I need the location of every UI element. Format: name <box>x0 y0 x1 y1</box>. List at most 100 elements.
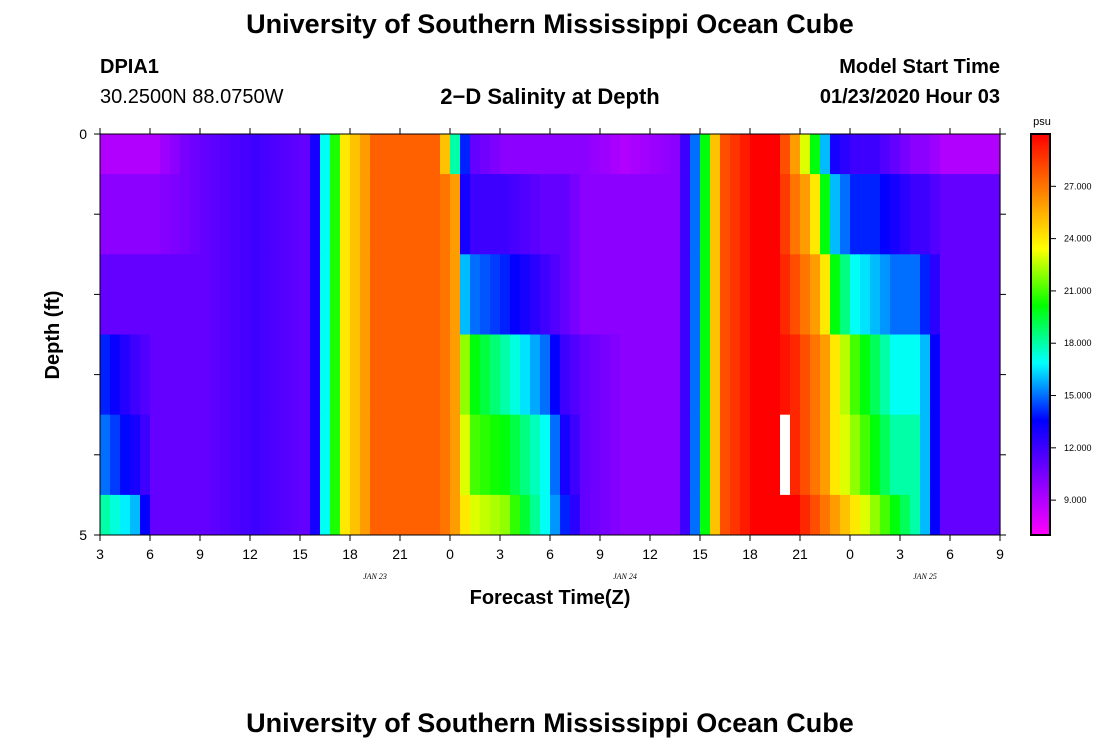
heatmap-cell <box>770 134 781 175</box>
heatmap-cell <box>840 414 851 496</box>
heatmap-cell <box>820 494 831 536</box>
x-tick-label: 0 <box>446 546 454 562</box>
heatmap-cell <box>530 134 541 175</box>
heatmap-cell <box>520 254 531 335</box>
heatmap-cell <box>170 414 181 496</box>
heatmap-cell <box>200 174 211 255</box>
heatmap-cell <box>750 134 761 175</box>
heatmap-cell <box>410 174 421 255</box>
heatmap-cell <box>920 334 931 416</box>
heatmap-cell <box>400 494 411 536</box>
heatmap-cell <box>940 414 951 496</box>
heatmap-cell <box>680 414 691 496</box>
heatmap-cell <box>760 494 771 536</box>
x-tick-label: 3 <box>96 546 104 562</box>
heatmap-cell <box>100 334 111 416</box>
heatmap-cell <box>100 254 111 335</box>
heatmap-cell <box>890 414 901 496</box>
heatmap-cell <box>830 334 841 416</box>
heatmap-cell <box>790 334 801 416</box>
heatmap-cell <box>400 134 411 175</box>
heatmap-cell <box>200 494 211 536</box>
heatmap-cell <box>130 414 141 496</box>
heatmap-cell <box>260 134 271 175</box>
heatmap-cell <box>930 134 941 175</box>
heatmap-cell <box>940 134 951 175</box>
heatmap-cell <box>600 414 611 496</box>
heatmap-cell <box>180 134 191 175</box>
heatmap-cell <box>320 414 331 496</box>
heatmap-cell <box>470 174 481 255</box>
heatmap-cell <box>540 134 551 175</box>
heatmap-cell <box>130 174 141 255</box>
heatmap-cell <box>710 254 721 335</box>
heatmap-cell <box>950 494 961 536</box>
heatmap-cell <box>490 134 501 175</box>
heatmap-cell <box>120 414 131 496</box>
heatmap-cell <box>610 254 621 335</box>
x-date-label: JAN 23 <box>363 572 387 581</box>
heatmap-cell <box>940 174 951 255</box>
heatmap-cell <box>330 494 341 536</box>
x-tick-label: 9 <box>196 546 204 562</box>
heatmap-cell <box>140 254 151 335</box>
heatmap-cell <box>550 494 561 536</box>
heatmap-cell <box>360 334 371 416</box>
heatmap-cell <box>550 254 561 335</box>
heatmap-cell <box>300 494 311 536</box>
heatmap-cell <box>850 134 861 175</box>
heatmap-cell <box>470 494 481 536</box>
heatmap-cell <box>850 494 861 536</box>
heatmap-cell <box>850 334 861 416</box>
heatmap-cell <box>870 494 881 536</box>
heatmap-cell <box>390 494 401 536</box>
heatmap-cell <box>630 254 641 335</box>
heatmap-cell <box>980 334 991 416</box>
heatmap-cell <box>890 174 901 255</box>
heatmap-cell <box>430 254 441 335</box>
heatmap-cell <box>790 494 801 536</box>
y-tick-label: 5 <box>79 527 87 543</box>
heatmap-cell <box>360 174 371 255</box>
heatmap-cell <box>270 494 281 536</box>
heatmap-cell <box>870 134 881 175</box>
heatmap-cell <box>190 414 201 496</box>
heatmap-cell <box>320 334 331 416</box>
heatmap-cell <box>290 494 301 536</box>
heatmap-cell <box>840 174 851 255</box>
heatmap-cell <box>940 334 951 416</box>
heatmap-cell <box>900 254 911 335</box>
heatmap-cell <box>280 254 291 335</box>
heatmap-cell <box>880 174 891 255</box>
heatmap-cell <box>170 254 181 335</box>
heatmap-cell <box>390 414 401 496</box>
heatmap-cell <box>240 174 251 255</box>
heatmap-cell <box>310 134 321 175</box>
heatmap-cell <box>590 494 601 536</box>
heatmap-cell <box>330 254 341 335</box>
heatmap-cell <box>880 494 891 536</box>
heatmap-cell <box>450 254 461 335</box>
heatmap-cell <box>290 414 301 496</box>
heatmap-cell <box>230 334 241 416</box>
heatmap-cell <box>140 174 151 255</box>
heatmap-cell <box>120 494 131 536</box>
heatmap-cell <box>830 174 841 255</box>
heatmap-cell <box>350 254 361 335</box>
heatmap-cell <box>530 254 541 335</box>
heatmap-cell <box>710 174 721 255</box>
heatmap-cell <box>940 494 951 536</box>
heatmap-cell <box>670 334 681 416</box>
heatmap-cell <box>960 334 971 416</box>
heatmap-cell <box>490 494 501 536</box>
x-tick-label: 12 <box>242 546 258 562</box>
heatmap-cell <box>760 134 771 175</box>
heatmap-cell <box>320 254 331 335</box>
heatmap-cell <box>370 494 381 536</box>
heatmap-cell <box>730 254 741 335</box>
x-tick-label: 3 <box>896 546 904 562</box>
heatmap-cell <box>420 134 431 175</box>
heatmap-cell <box>210 414 221 496</box>
heatmap-cell <box>790 134 801 175</box>
heatmap-cell <box>660 134 671 175</box>
